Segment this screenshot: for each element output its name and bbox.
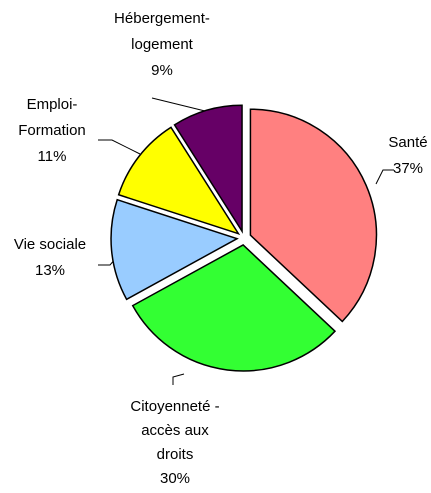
slice-label: Hébergement-logement 9% bbox=[107, 6, 217, 84]
slice-label: Emploi-Formation 11% bbox=[12, 92, 92, 170]
value-label: 9% bbox=[151, 62, 173, 79]
pie-slice bbox=[173, 104, 243, 234]
leader-line bbox=[98, 139, 141, 155]
pie-slice bbox=[117, 126, 241, 236]
category-label: Hébergement-logement bbox=[114, 10, 210, 53]
leader-line bbox=[172, 373, 185, 385]
value-label: 30% bbox=[159, 470, 191, 487]
slice-label: Vie sociale 13% bbox=[14, 232, 86, 284]
pie-slice bbox=[249, 108, 378, 323]
value-label: 13% bbox=[34, 262, 66, 279]
pie-slice bbox=[131, 244, 337, 372]
category-label: Citoyenneté - accès aux droits bbox=[130, 398, 220, 463]
leader-line bbox=[375, 169, 394, 185]
value-label: 11% bbox=[37, 148, 67, 165]
category-label: Vie sociale bbox=[13, 236, 87, 253]
value-label: 37% bbox=[392, 160, 424, 177]
slice-label: Santé 37% bbox=[388, 130, 427, 182]
category-label: Emploi-Formation bbox=[18, 96, 86, 139]
category-label: Santé bbox=[388, 134, 428, 151]
pie-slice bbox=[110, 198, 239, 301]
leader-line bbox=[151, 97, 206, 112]
slice-label: Citoyenneté - accès aux droits 30% bbox=[123, 395, 228, 491]
